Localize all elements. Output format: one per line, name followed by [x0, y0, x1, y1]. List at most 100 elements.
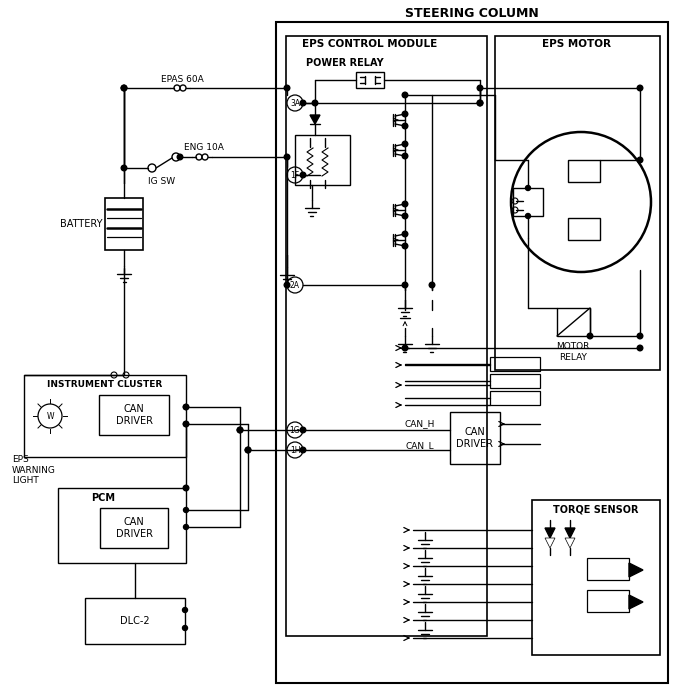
Bar [85, 598, 185, 644]
Text: MOTOR
RELAY: MOTOR RELAY [556, 343, 590, 361]
Text: EPS MOTOR: EPS MOTOR [543, 39, 612, 49]
Text: CAN
DRIVER: CAN DRIVER [116, 404, 153, 426]
Circle shape [477, 100, 483, 106]
Circle shape [237, 427, 243, 433]
Circle shape [429, 282, 434, 288]
Bar [58, 488, 186, 563]
Circle shape [300, 427, 306, 433]
Circle shape [183, 525, 189, 530]
Bar [99, 395, 169, 435]
Text: EPAS 60A: EPAS 60A [161, 74, 204, 83]
Circle shape [637, 157, 643, 163]
Bar [276, 22, 668, 683]
Circle shape [183, 404, 189, 410]
Circle shape [183, 626, 187, 630]
Text: POWER RELAY: POWER RELAY [306, 58, 384, 68]
Text: BATTERY: BATTERY [59, 219, 102, 229]
Bar [495, 36, 660, 370]
Bar [490, 391, 540, 405]
Text: ENG 10A: ENG 10A [184, 142, 224, 152]
Circle shape [183, 421, 189, 427]
Text: TORQE SENSOR: TORQE SENSOR [553, 505, 639, 515]
Bar [568, 218, 600, 240]
Circle shape [121, 85, 127, 91]
Text: EPS
WARNING
LIGHT: EPS WARNING LIGHT [12, 455, 56, 485]
Text: 1H: 1H [289, 445, 300, 455]
Circle shape [402, 213, 408, 219]
Bar [450, 412, 500, 464]
Circle shape [284, 154, 290, 160]
Polygon shape [629, 595, 643, 609]
Bar [100, 508, 168, 548]
Circle shape [402, 92, 408, 98]
Circle shape [402, 153, 408, 158]
Bar [587, 590, 629, 612]
Circle shape [183, 421, 189, 427]
Circle shape [477, 85, 483, 91]
Circle shape [402, 231, 408, 237]
Polygon shape [565, 538, 575, 548]
Circle shape [402, 282, 408, 288]
Circle shape [402, 201, 408, 207]
Polygon shape [565, 528, 575, 538]
Polygon shape [629, 563, 643, 577]
Circle shape [183, 607, 187, 612]
Bar [286, 36, 487, 636]
Text: 1F: 1F [290, 170, 300, 179]
Bar [105, 198, 143, 250]
Bar [490, 357, 540, 371]
Circle shape [402, 123, 408, 129]
Text: 2A: 2A [290, 281, 300, 290]
Circle shape [300, 172, 306, 178]
Circle shape [526, 186, 530, 190]
Bar [513, 188, 543, 216]
Text: CAN_H: CAN_H [405, 420, 435, 429]
Text: CAN_L: CAN_L [406, 441, 434, 450]
Bar [568, 160, 600, 182]
Bar [356, 72, 384, 88]
Circle shape [477, 100, 483, 106]
Circle shape [637, 85, 643, 91]
Text: STEERING COLUMN: STEERING COLUMN [405, 6, 539, 19]
Circle shape [402, 111, 408, 117]
Text: 1G: 1G [289, 425, 300, 434]
Circle shape [284, 85, 290, 91]
Text: DLC-2: DLC-2 [120, 616, 150, 626]
Circle shape [402, 243, 408, 249]
Bar [295, 135, 350, 185]
Circle shape [245, 447, 251, 453]
Text: EPS CONTROL MODULE: EPS CONTROL MODULE [302, 39, 438, 49]
Circle shape [237, 427, 243, 433]
Text: PCM: PCM [91, 493, 115, 503]
Circle shape [121, 165, 127, 171]
Text: IG SW: IG SW [148, 177, 176, 186]
Bar [587, 558, 629, 580]
Circle shape [284, 282, 290, 288]
Text: CAN
DRIVER: CAN DRIVER [456, 427, 494, 449]
Text: 3A: 3A [290, 99, 300, 108]
Circle shape [587, 333, 592, 338]
Polygon shape [545, 538, 555, 548]
Circle shape [402, 141, 408, 147]
Polygon shape [545, 528, 555, 538]
Circle shape [300, 447, 306, 453]
Text: W: W [46, 411, 54, 420]
Polygon shape [310, 115, 320, 124]
Circle shape [300, 100, 306, 106]
Circle shape [245, 447, 251, 453]
Circle shape [637, 345, 643, 351]
Bar [490, 374, 540, 388]
Circle shape [183, 507, 189, 512]
Bar [557, 308, 590, 336]
Circle shape [526, 213, 530, 218]
Text: CAN
DRIVER: CAN DRIVER [116, 517, 153, 539]
Circle shape [183, 404, 189, 409]
Circle shape [402, 345, 408, 351]
Text: INSTRUMENT CLUSTER: INSTRUMENT CLUSTER [48, 379, 163, 389]
Bar [24, 375, 186, 457]
Bar [532, 500, 660, 655]
Circle shape [312, 100, 318, 106]
Circle shape [637, 333, 643, 338]
Circle shape [177, 154, 183, 160]
Circle shape [183, 485, 189, 491]
